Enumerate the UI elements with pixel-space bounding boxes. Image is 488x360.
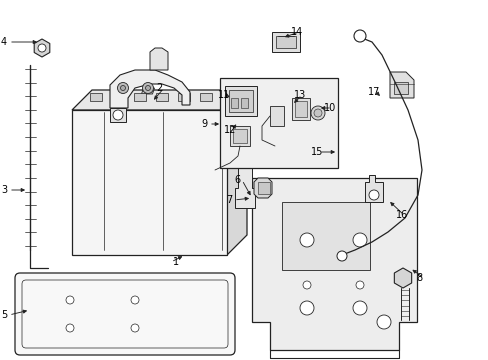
Polygon shape xyxy=(72,110,226,255)
Text: 10: 10 xyxy=(324,103,336,113)
Text: 16: 16 xyxy=(395,210,407,220)
Bar xyxy=(269,106,284,126)
Polygon shape xyxy=(72,90,246,110)
Bar xyxy=(232,129,246,143)
Polygon shape xyxy=(226,90,246,255)
Circle shape xyxy=(299,233,313,247)
Bar xyxy=(258,182,269,194)
Circle shape xyxy=(66,296,74,304)
Bar xyxy=(291,98,309,120)
Bar xyxy=(230,98,238,108)
Circle shape xyxy=(355,281,363,289)
Text: 1: 1 xyxy=(173,257,179,267)
Text: 4: 4 xyxy=(1,37,7,47)
Polygon shape xyxy=(251,178,416,350)
Bar xyxy=(393,82,407,94)
Text: 15: 15 xyxy=(310,147,323,157)
Bar xyxy=(241,98,247,108)
Bar xyxy=(229,126,249,146)
Circle shape xyxy=(303,281,310,289)
Polygon shape xyxy=(364,175,382,202)
Text: 2: 2 xyxy=(156,83,162,93)
Circle shape xyxy=(352,301,366,315)
Circle shape xyxy=(336,251,346,261)
Circle shape xyxy=(145,85,150,90)
Text: 8: 8 xyxy=(415,273,421,283)
Polygon shape xyxy=(141,88,154,94)
Circle shape xyxy=(142,82,153,94)
Circle shape xyxy=(117,82,128,94)
Polygon shape xyxy=(393,268,411,288)
FancyBboxPatch shape xyxy=(15,273,235,355)
Bar xyxy=(228,90,252,112)
Polygon shape xyxy=(253,178,271,198)
Text: 9: 9 xyxy=(201,119,207,129)
Circle shape xyxy=(38,44,46,52)
Polygon shape xyxy=(110,108,126,122)
Bar xyxy=(156,93,168,101)
Circle shape xyxy=(368,190,378,200)
Bar xyxy=(90,93,102,101)
Bar xyxy=(178,93,190,101)
Polygon shape xyxy=(34,39,50,57)
Text: 3: 3 xyxy=(1,185,7,195)
Circle shape xyxy=(120,85,125,90)
Text: 13: 13 xyxy=(293,90,305,100)
Circle shape xyxy=(313,109,321,117)
Bar xyxy=(282,202,369,270)
Bar xyxy=(271,32,299,52)
Circle shape xyxy=(113,110,123,120)
Bar xyxy=(294,101,306,117)
Bar xyxy=(112,93,124,101)
Text: 5: 5 xyxy=(1,310,7,320)
Bar xyxy=(224,86,257,116)
Bar xyxy=(275,36,295,48)
Polygon shape xyxy=(235,168,254,208)
Polygon shape xyxy=(116,88,129,94)
Circle shape xyxy=(131,324,139,332)
Text: 17: 17 xyxy=(367,87,380,97)
Circle shape xyxy=(353,30,365,42)
Text: 7: 7 xyxy=(225,195,232,205)
Bar xyxy=(134,93,146,101)
Circle shape xyxy=(66,324,74,332)
Circle shape xyxy=(299,301,313,315)
Polygon shape xyxy=(110,70,190,108)
Circle shape xyxy=(310,106,325,120)
Text: 12: 12 xyxy=(224,125,236,135)
Circle shape xyxy=(352,233,366,247)
Bar xyxy=(220,78,337,168)
Circle shape xyxy=(376,315,390,329)
Text: 14: 14 xyxy=(290,27,303,37)
Text: 6: 6 xyxy=(234,175,240,185)
Text: 11: 11 xyxy=(218,90,230,100)
Bar xyxy=(200,93,212,101)
Polygon shape xyxy=(150,48,168,70)
Polygon shape xyxy=(389,72,413,98)
Circle shape xyxy=(131,296,139,304)
